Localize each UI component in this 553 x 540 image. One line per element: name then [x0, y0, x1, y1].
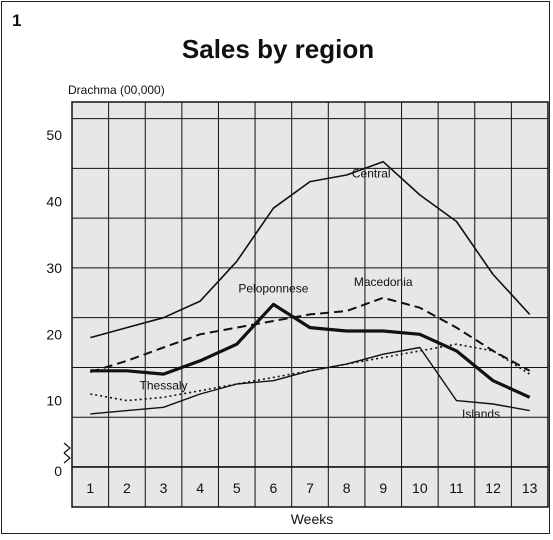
y-tick-label: 0 — [54, 463, 62, 479]
x-axis-label: Weeks — [291, 511, 334, 527]
x-tick-label: 7 — [306, 480, 314, 496]
series-line-peloponnese — [90, 302, 531, 399]
series-line-central — [90, 160, 531, 339]
plot-background — [71, 101, 549, 468]
x-tick-label: 1 — [86, 480, 94, 496]
x-tick-label: 3 — [160, 480, 168, 496]
axis-break-mark — [63, 442, 71, 464]
page-number: 1 — [12, 11, 21, 30]
series-line-islands — [90, 346, 530, 415]
sales-line-chart: 1 Sales by region Drachma (00,000) Weeks… — [12, 11, 549, 527]
y-axis: 0 10 20 30 40 50 — [46, 127, 71, 479]
series-label-thessaly: Thessaly — [140, 378, 188, 392]
x-tick-label: 5 — [233, 480, 241, 496]
series-line-thessaly — [90, 343, 531, 402]
x-tick-label: 10 — [412, 480, 428, 496]
series-label-macedonia: Macedonia — [354, 275, 413, 289]
y-axis-label: Drachma (00,000) — [68, 83, 165, 97]
x-tick-label: 13 — [522, 480, 538, 496]
series-group — [90, 160, 531, 415]
y-tick-label: 30 — [46, 260, 62, 276]
y-tick-label: 40 — [46, 194, 62, 210]
x-tick-label: 4 — [196, 480, 204, 496]
x-tick-label: 9 — [379, 480, 387, 496]
plot-area — [71, 101, 549, 507]
y-tick-label: 50 — [46, 127, 62, 143]
series-line-macedonia — [90, 296, 531, 374]
x-tick-label: 12 — [485, 480, 501, 496]
series-labels: Central Macedonia Peloponnese Thessaly Islan… — [140, 167, 501, 421]
y-tick-label: 10 — [46, 393, 62, 409]
x-tick-label: 6 — [269, 480, 277, 496]
x-axis: 1 2 3 4 5 6 7 8 9 10 11 12 13 — [71, 466, 549, 508]
x-axis-band — [71, 466, 549, 508]
series-label-central: Central — [352, 167, 391, 181]
chart-title: Sales by region — [182, 34, 374, 64]
series-label-peloponnese: Peloponnese — [238, 281, 308, 295]
x-tick-label: 2 — [123, 480, 131, 496]
series-label-islands: Islands — [462, 407, 500, 421]
chart-frame: 1 Sales by region Drachma (00,000) Weeks… — [1, 1, 550, 534]
y-tick-label: 20 — [46, 326, 62, 342]
x-tick-label: 8 — [343, 480, 351, 496]
x-tick-label: 11 — [449, 480, 464, 496]
